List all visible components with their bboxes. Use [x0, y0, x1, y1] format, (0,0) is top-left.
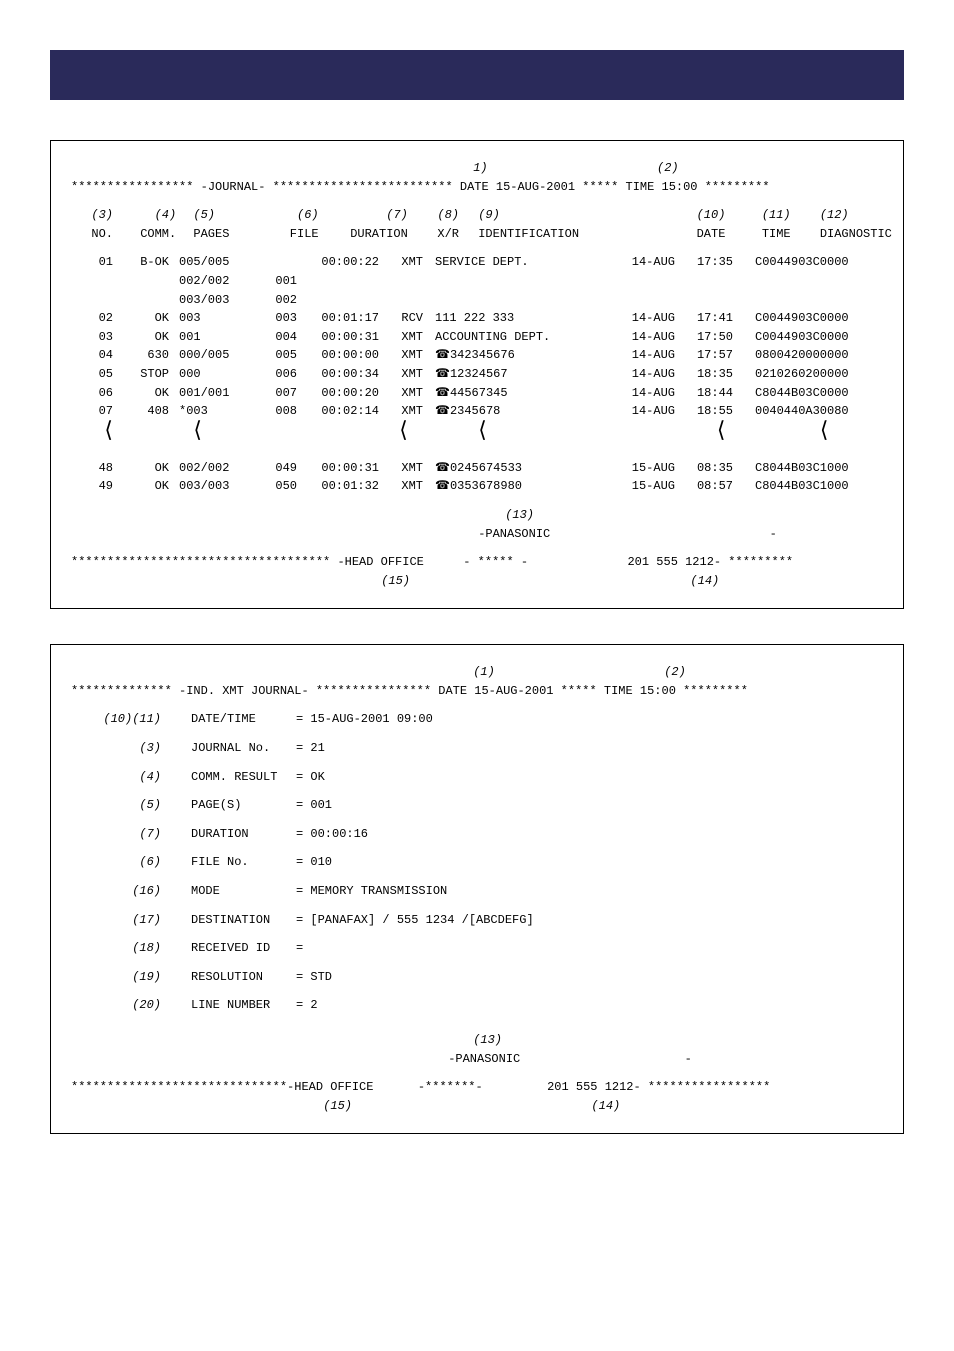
ellipsis-row: ⟨ ⟨ ⟨ ⟨ ⟨ ⟨: [71, 421, 883, 459]
footer-dash: -: [770, 527, 777, 541]
report2-line: (4)COMM. RESULT= OK: [71, 768, 883, 787]
footer-right: 201 555 1212- *********: [627, 555, 793, 569]
ref-2b: (2): [664, 665, 686, 679]
report2-line: (20)LINE NUMBER= 2: [71, 996, 883, 1015]
journal-header-line: ***************** -JOURNAL- ************…: [71, 178, 883, 197]
column-refs: (3) (4) (5) (6) (7) (8) (9) (10) (11) (1…: [71, 206, 883, 225]
phone-icon: ☎: [435, 479, 450, 493]
journal2-header-line: ************** -IND. XMT JOURNAL- ******…: [71, 682, 883, 701]
report2-line: (10)(11)DATE/TIME= 15-AUG-2001 09:00: [71, 710, 883, 729]
brand2: -PANASONIC: [448, 1052, 520, 1066]
table-row: 48OK002/00204900:00:31XMT☎024567453315-A…: [71, 459, 883, 478]
footer2-mid: -*******-: [418, 1080, 483, 1094]
footer-left: ************************************ -HE…: [71, 555, 424, 569]
phone-icon: ☎: [435, 386, 450, 400]
table-row: 02OK00300300:01:17RCV111 222 33314-AUG17…: [71, 309, 883, 328]
ref-13b: (13): [473, 1033, 502, 1047]
ref-14: (14): [690, 574, 719, 588]
ref-1: 1): [473, 161, 487, 175]
phone-icon: ☎: [435, 367, 450, 381]
journal-report: 1) (2) ***************** -JOURNAL- *****…: [50, 140, 904, 609]
table-row: 01B-OK005/00500:00:22XMTSERVICE DEPT.14-…: [71, 253, 883, 272]
report2-line: (18)RECEIVED ID=: [71, 939, 883, 958]
brand: -PANASONIC: [478, 527, 550, 541]
ref-15: (15): [381, 574, 410, 588]
column-heads: NO. COMM. PAGES FILE DURATION X/R IDENTI…: [71, 225, 883, 244]
table-row: 07408*00300800:02:14XMT☎234567814-AUG18:…: [71, 402, 883, 421]
report2-line: (5)PAGE(S)= 001: [71, 796, 883, 815]
ref-13: (13): [505, 508, 534, 522]
report2-line: (7)DURATION= 00:00:16: [71, 825, 883, 844]
ref-14b: (14): [591, 1099, 620, 1113]
table-row: 003/003002: [71, 291, 883, 310]
table-row: 002/002001: [71, 272, 883, 291]
table-row: 04630000/00500500:00:00XMT☎34234567614-A…: [71, 346, 883, 365]
footer-dash2: -: [685, 1052, 692, 1066]
table-row: 06OK001/00100700:00:20XMT☎4456734514-AUG…: [71, 384, 883, 403]
phone-icon: ☎: [435, 461, 450, 475]
table-row: 49OK003/00305000:01:32XMT☎035367898015-A…: [71, 477, 883, 496]
table-row: 03OK00100400:00:31XMTACCOUNTING DEPT.14-…: [71, 328, 883, 347]
report2-line: (19)RESOLUTION= STD: [71, 968, 883, 987]
footer2-left: ******************************-HEAD OFFI…: [71, 1080, 373, 1094]
report2-line: (17)DESTINATION= [PANAFAX] / 555 1234 /[…: [71, 911, 883, 930]
ref-15b: (15): [323, 1099, 352, 1113]
report2-line: (6)FILE No.= 010: [71, 853, 883, 872]
report2-line: (3)JOURNAL No.= 21: [71, 739, 883, 758]
report2-line: (16)MODE= MEMORY TRANSMISSION: [71, 882, 883, 901]
phone-icon: ☎: [435, 404, 450, 418]
ref-1b: (1): [473, 665, 495, 679]
footer2-right: 201 555 1212- *****************: [547, 1080, 770, 1094]
page-header-bar: [50, 50, 904, 100]
footer-mid: - ***** -: [463, 555, 528, 569]
phone-icon: ☎: [435, 348, 450, 362]
ref-2: (2): [657, 161, 679, 175]
table-row: 05STOP00000600:00:34XMT☎1232456714-AUG18…: [71, 365, 883, 384]
ind-xmt-journal-report: (1) (2) ************** -IND. XMT JOURNAL…: [50, 644, 904, 1134]
